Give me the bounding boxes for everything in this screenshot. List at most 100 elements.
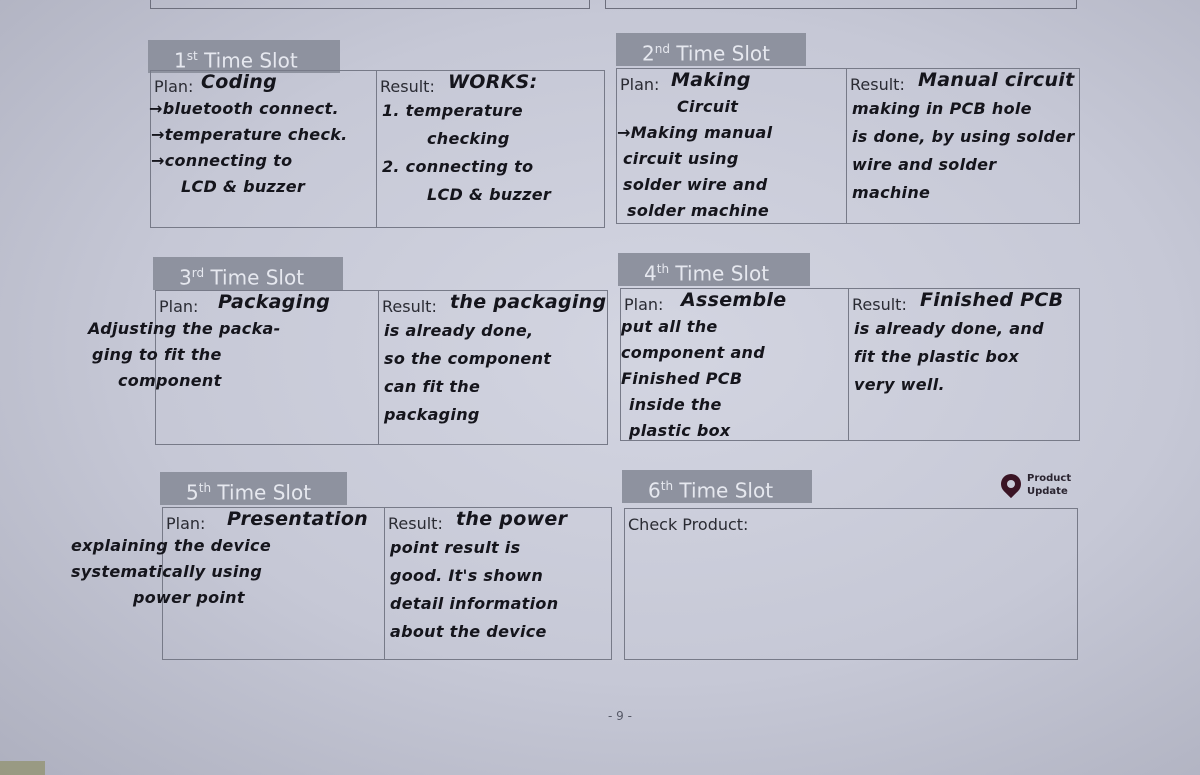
result-line: can fit the <box>384 377 481 396</box>
result-line: checking <box>427 129 510 148</box>
time-slot-header: 5th Time Slot <box>160 472 347 505</box>
result-line: wire and solder <box>852 155 997 174</box>
result-line: LCD & buzzer <box>427 185 552 204</box>
plan-line: →bluetooth connect. <box>149 99 339 118</box>
slot-ordinal: 2 <box>642 41 655 66</box>
slot-ordinal: 4 <box>644 261 657 286</box>
slot-ordinal-suffix: st <box>186 49 198 63</box>
plan-line: put all the <box>621 317 718 336</box>
time-slot-box: Check Product: <box>624 508 1078 660</box>
plan-line: →Making manual <box>617 123 773 142</box>
slot-ordinal: 6 <box>648 478 661 503</box>
plan-heading: Packaging <box>218 291 331 313</box>
result-label: Result: <box>852 295 907 314</box>
column-divider <box>846 69 847 223</box>
slot-ordinal-suffix: nd <box>654 42 670 56</box>
plan-line: circuit using <box>623 149 739 168</box>
plan-line: Finished PCB <box>621 369 743 388</box>
slot-ordinal-suffix: th <box>198 481 212 495</box>
result-label: Result: <box>380 77 435 96</box>
result-line: very well. <box>854 375 945 394</box>
result-line: so the component <box>384 349 552 368</box>
slot-ordinal: 3 <box>179 265 192 290</box>
result-line: is already done, <box>384 321 534 340</box>
time-slot-box: Plan: Presentation explaining the device sy… <box>71 507 612 660</box>
slot-title: Time Slot <box>675 261 770 286</box>
result-line: about the device <box>390 622 547 641</box>
result-heading: WORKS: <box>448 71 538 93</box>
slot-ordinal-suffix: rd <box>191 266 205 280</box>
slot-ordinal-suffix: th <box>656 262 670 276</box>
result-heading: Finished PCB <box>920 289 1064 311</box>
slot-ordinal: 5 <box>186 480 199 505</box>
result-label: Result: <box>382 297 437 316</box>
plan-line: plastic box <box>629 421 731 440</box>
time-slot-header: 6th Time Slot <box>622 470 812 503</box>
result-line: making in PCB hole <box>852 99 1032 118</box>
plan-line: power point <box>133 588 245 607</box>
plan-heading: Coding <box>201 71 278 93</box>
result-line: machine <box>852 183 931 202</box>
result-label: Result: <box>850 75 905 94</box>
plan-heading: Making <box>671 69 751 91</box>
time-slot-header: 2nd Time Slot <box>616 33 806 66</box>
page-number: - 9 - <box>608 709 632 723</box>
result-heading: the packaging <box>450 291 607 313</box>
plan-line: →connecting to <box>151 151 293 170</box>
column-divider <box>848 289 849 440</box>
plan-line: component <box>118 371 222 390</box>
plan-label: Plan: <box>166 514 206 533</box>
plan-label: Plan: <box>154 77 194 96</box>
plan-line: Adjusting the packa- <box>88 319 281 338</box>
previous-table-edge <box>150 0 590 9</box>
result-label: Result: <box>388 514 443 533</box>
plan-line: ging to fit the <box>92 345 222 364</box>
slot-title: Time Slot <box>217 480 312 505</box>
slot-ordinal: 1 <box>174 48 187 73</box>
result-heading: the power <box>456 508 568 530</box>
slot-ordinal-suffix: th <box>660 479 674 493</box>
time-slot-header: 1st Time Slot <box>148 40 340 73</box>
column-divider <box>384 508 385 659</box>
plan-line: inside the <box>629 395 722 414</box>
product-update-badge: Product Update <box>1027 472 1071 498</box>
time-slot-box: Plan: Assemble put all the component and Fin… <box>620 288 1080 441</box>
table-surface <box>0 761 45 775</box>
plan-label: Plan: <box>624 295 664 314</box>
result-line: 2. connecting to <box>382 157 534 176</box>
time-slot-header: 3rd Time Slot <box>153 257 343 290</box>
time-slot-box: Plan: Packaging Adjusting the packa-ging t… <box>88 290 608 445</box>
slot-title: Time Slot <box>676 41 770 66</box>
column-divider <box>376 71 377 227</box>
result-line: is already done, and <box>854 319 1044 338</box>
result-line: packaging <box>384 405 480 424</box>
plan-heading: Presentation <box>227 508 368 530</box>
result-line: 1. temperature <box>382 101 523 120</box>
plan-line: solder wire and <box>623 175 768 194</box>
result-heading: Manual circuit <box>918 69 1075 91</box>
previous-table-edge <box>605 0 1077 9</box>
result-line: is done, by using solder <box>852 127 1075 146</box>
plan-line: Circuit <box>677 97 739 116</box>
result-line: good. It's shown <box>390 566 544 585</box>
badge-line1: Product <box>1027 473 1072 484</box>
plan-line: systematically using <box>71 562 263 581</box>
plan-line: solder machine <box>627 201 770 220</box>
badge-line2: Update <box>1027 486 1068 497</box>
column-divider <box>378 291 379 444</box>
time-slot-box: Plan: Coding →bluetooth connect. →temperatu… <box>149 70 605 228</box>
time-slot-box: Plan: Making Circuit →Making manual circuit … <box>616 68 1080 224</box>
map-pin-icon <box>996 469 1026 499</box>
slot-title: Time Slot <box>210 265 305 290</box>
plan-line: →temperature check. <box>151 125 348 144</box>
plan-line: explaining the device <box>71 536 271 555</box>
plan-label: Plan: <box>159 297 199 316</box>
result-line: fit the plastic box <box>854 347 1020 366</box>
time-slot-header: 4th Time Slot <box>618 253 810 286</box>
plan-line: component and <box>621 343 765 362</box>
check-product-label: Check Product: <box>628 515 749 534</box>
slot-title: Time Slot <box>204 48 298 73</box>
plan-line: LCD & buzzer <box>181 177 306 196</box>
slot-title: Time Slot <box>679 478 774 503</box>
result-line: point result is <box>390 538 521 557</box>
